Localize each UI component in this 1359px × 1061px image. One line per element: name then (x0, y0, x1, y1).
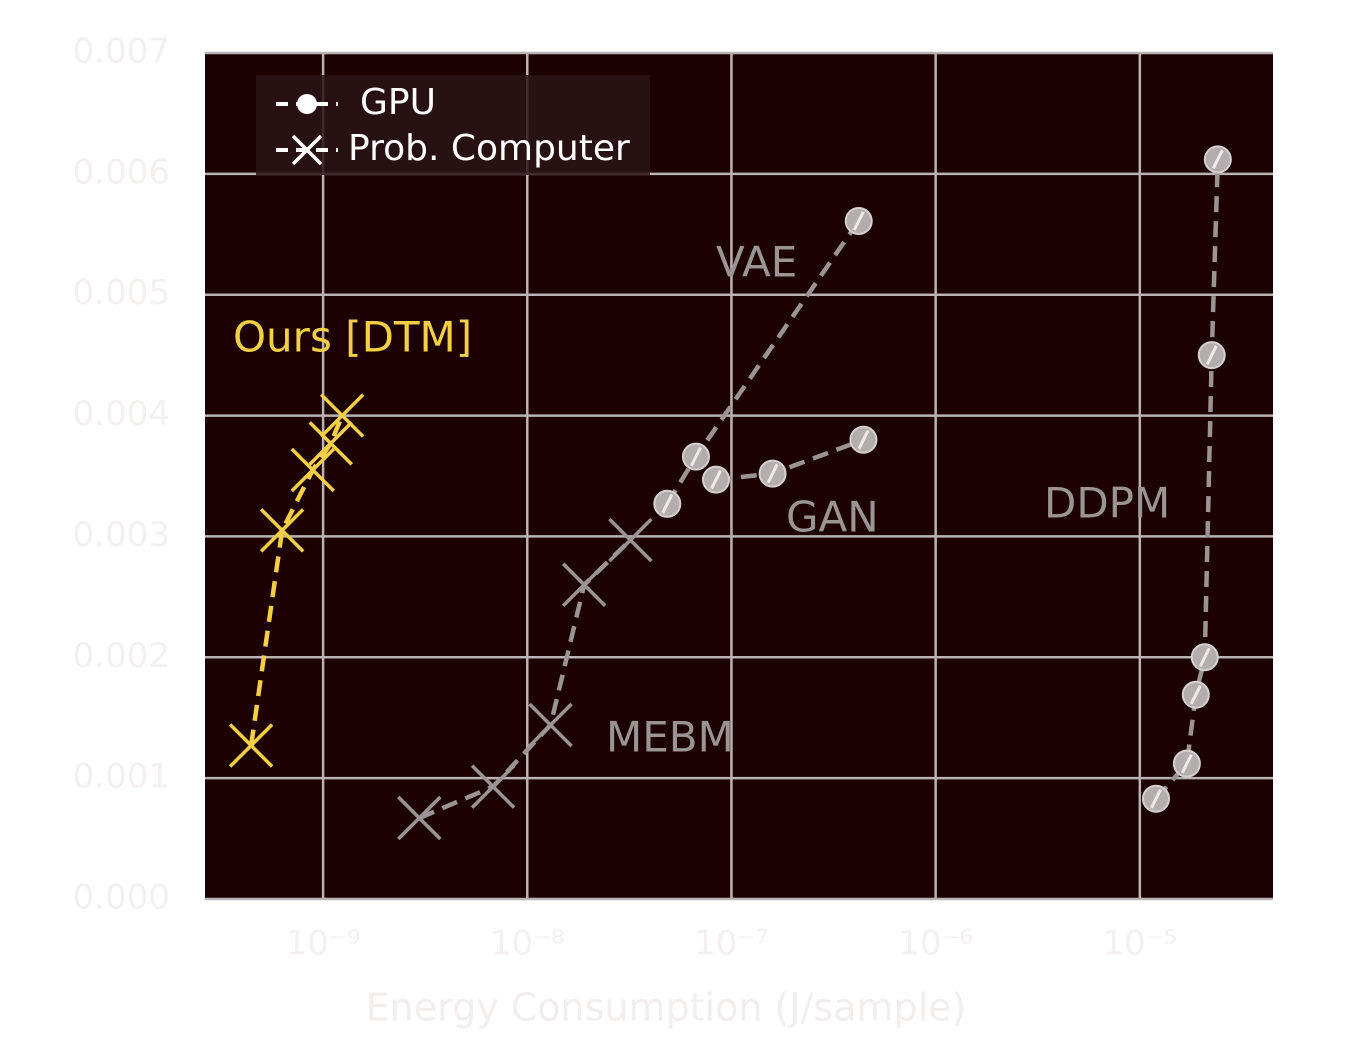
legend-label: GPU (360, 82, 436, 123)
series-annotation: VAE (716, 238, 797, 287)
circle-slash (1205, 345, 1218, 365)
circle-marker (849, 425, 878, 454)
legend-marker (291, 134, 323, 166)
circle-slash (1180, 753, 1193, 774)
x-marker (470, 764, 516, 809)
circle-marker (653, 489, 682, 518)
y-tick-label: 0.007 (73, 32, 170, 72)
legend-marker (297, 94, 317, 114)
circle-slash (852, 211, 865, 231)
x-axis-title: Energy Consumption (J/sample) (366, 986, 967, 1030)
circle-marker (1203, 145, 1232, 174)
x-marker (290, 447, 336, 493)
y-tick-label: 0.000 (73, 878, 170, 918)
circle-marker (1181, 680, 1210, 709)
x-marker (308, 421, 353, 466)
legend-box (256, 75, 650, 175)
x-marker (608, 517, 653, 563)
x-marker (397, 795, 442, 841)
legend-label: Prob. Computer (348, 128, 630, 169)
x-tick-label: 10⁻⁸ (490, 924, 565, 964)
x-tick-label: 10⁻⁹ (286, 924, 361, 964)
x-tick-label: 10⁻⁷ (694, 924, 769, 964)
series-annotation: Ours [DTM] (233, 313, 472, 362)
x-tick-label: 10⁻⁶ (898, 924, 973, 964)
series-annotation: DDPM (1044, 479, 1170, 528)
y-tick-label: 0.003 (73, 515, 170, 555)
y-tick-label: 0.005 (73, 273, 170, 313)
y-tick-label: 0.004 (73, 394, 170, 434)
series-annotation: MEBM (606, 713, 734, 762)
circle-marker (681, 442, 710, 471)
x-tick-label: 10⁻⁵ (1102, 924, 1177, 964)
circle-slash (1189, 684, 1202, 705)
circle-slash (1198, 647, 1211, 668)
x-marker (228, 723, 274, 768)
circle-marker (1141, 784, 1170, 813)
circle-slash (710, 469, 722, 490)
x-marker (528, 702, 573, 748)
circle-marker (1197, 341, 1226, 370)
circle-marker (844, 206, 873, 235)
circle-slash (857, 429, 870, 450)
circle-slash (661, 494, 674, 514)
plot-area (205, 53, 1273, 899)
circle-slash (1211, 149, 1224, 170)
circle-marker (758, 459, 787, 488)
circle-marker (1190, 643, 1219, 672)
circle-marker (701, 465, 730, 494)
x-marker (319, 393, 365, 438)
circle-slash (766, 463, 779, 484)
y-tick-label: 0.002 (73, 636, 170, 676)
circle-marker (1172, 749, 1201, 778)
series-annotation: GAN (786, 493, 879, 542)
circle-slash (1150, 788, 1162, 809)
x-marker (561, 562, 607, 608)
circle-slash (690, 446, 702, 467)
y-tick-label: 0.001 (73, 757, 170, 797)
y-tick-label: 0.006 (73, 152, 170, 192)
x-marker (259, 508, 305, 553)
